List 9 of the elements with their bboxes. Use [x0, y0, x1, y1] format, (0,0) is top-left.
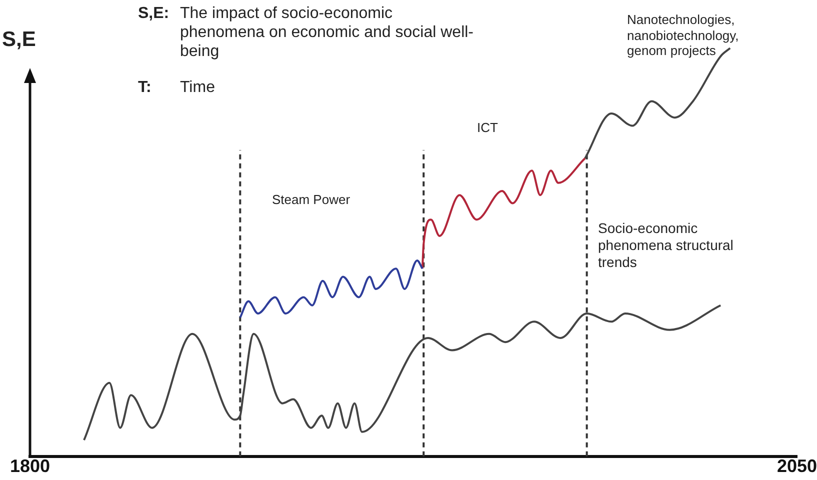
annotation: S,E: The impact of socio-economic phenomena on economic and social well-being: [138, 4, 475, 62]
annotation: ICT: [477, 120, 498, 136]
x-tick-label: 1800: [10, 456, 50, 476]
annotation: Socio-economic phenomena structural trends: [598, 220, 734, 270]
x-tick-label: 2050: [776, 456, 817, 476]
annotation: Nanotechnologies, nanobiotechnology, genom projects: [627, 12, 740, 59]
y-axis-title: S,E: [2, 28, 36, 52]
annotation: Steam Power: [272, 192, 350, 208]
text: T: Time: [138, 79, 215, 96]
